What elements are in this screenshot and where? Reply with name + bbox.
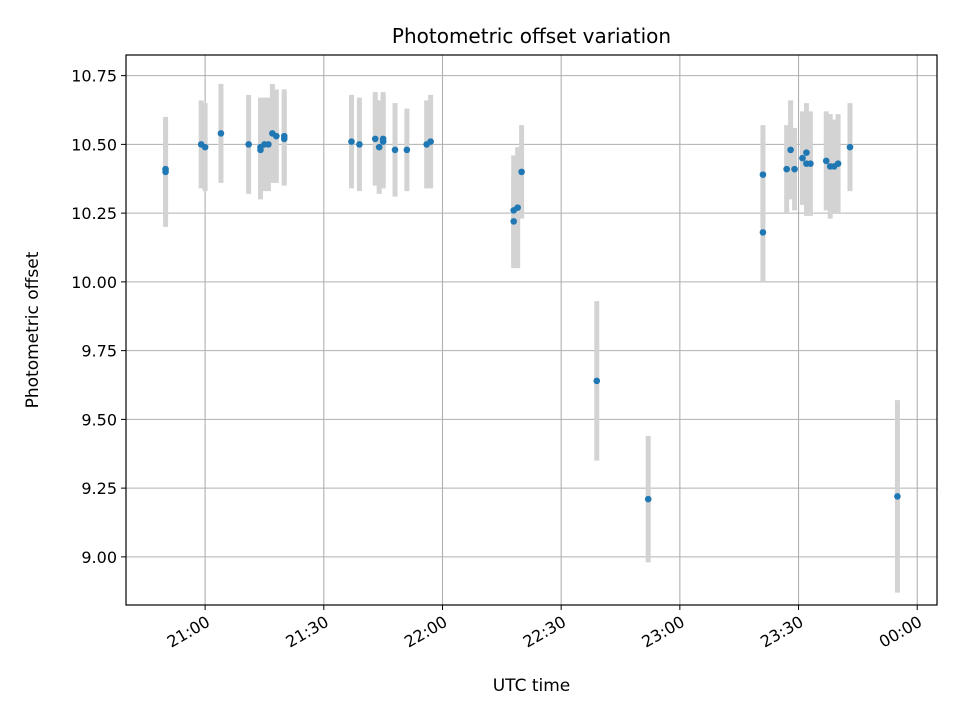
data-point xyxy=(217,130,225,137)
data-point xyxy=(265,141,272,148)
y-tick-label: 9.75 xyxy=(81,342,117,361)
x-axis-title: UTC time xyxy=(493,676,571,696)
data-point xyxy=(510,218,517,225)
data-point xyxy=(280,132,288,140)
data-point xyxy=(273,132,280,140)
y-tick-label: 9.00 xyxy=(81,548,117,567)
data-point xyxy=(348,138,355,145)
data-point xyxy=(201,143,209,151)
data-point xyxy=(894,493,901,500)
data-point xyxy=(791,165,798,173)
data-point xyxy=(846,143,854,151)
data-point xyxy=(427,138,434,145)
plot-frame xyxy=(125,54,938,606)
y-axis-title: Photometric offset xyxy=(23,251,43,408)
data-point xyxy=(371,135,379,143)
y-tick-label: 10.75 xyxy=(71,67,117,86)
data-points xyxy=(162,130,901,503)
data-point xyxy=(803,149,810,156)
data-point xyxy=(644,495,652,503)
data-point xyxy=(787,146,794,154)
data-point xyxy=(356,141,363,148)
data-point xyxy=(379,135,387,143)
data-point xyxy=(783,165,790,173)
data-point xyxy=(518,168,525,176)
y-tick-label: 9.25 xyxy=(81,479,117,498)
data-point xyxy=(391,146,399,154)
data-point xyxy=(759,229,767,236)
data-point xyxy=(403,146,411,154)
data-point xyxy=(245,141,252,148)
data-point xyxy=(799,154,806,162)
y-tick-label: 10.50 xyxy=(71,135,117,154)
y-tick-label: 10.25 xyxy=(71,204,117,223)
data-point xyxy=(834,160,842,167)
y-tick-label: 9.50 xyxy=(81,410,117,429)
data-point xyxy=(759,171,767,178)
data-point xyxy=(162,168,169,176)
chart-title: Photometric offset variation xyxy=(392,24,671,48)
data-point xyxy=(514,204,521,211)
data-point xyxy=(593,377,601,385)
data-point xyxy=(807,160,814,167)
data-point xyxy=(257,146,264,154)
y-tick-label: 10.00 xyxy=(71,273,117,292)
data-point xyxy=(822,157,830,165)
data-point xyxy=(375,143,383,151)
